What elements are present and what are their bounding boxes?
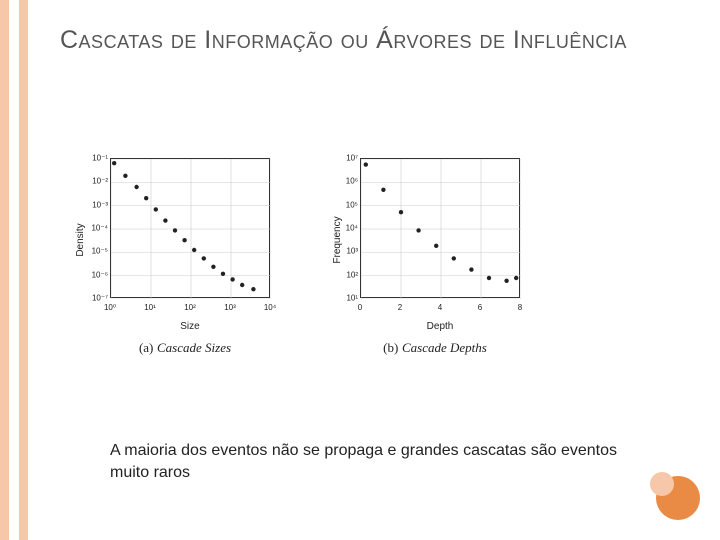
chart-b-block: Frequency 10¹10²10³10⁴10⁵10⁶10⁷ 02468 De… bbox=[320, 150, 530, 356]
xtick: 10² bbox=[184, 303, 196, 312]
chart-a-block: Density 10⁻⁷10⁻⁶10⁻⁵10⁻⁴10⁻³10⁻²10⁻¹ 10⁰… bbox=[70, 150, 280, 356]
chart-a-caption-text: Cascade Sizes bbox=[157, 340, 231, 355]
ytick: 10⁴ bbox=[320, 224, 358, 233]
ytick: 10⁻² bbox=[70, 177, 108, 186]
circle-small-icon bbox=[650, 472, 674, 496]
chart-a-plot: Density 10⁻⁷10⁻⁶10⁻⁵10⁻⁴10⁻³10⁻²10⁻¹ 10⁰… bbox=[70, 150, 280, 330]
xtick: 10³ bbox=[224, 303, 236, 312]
ytick: 10⁻⁷ bbox=[70, 294, 108, 303]
chart-b-svg bbox=[361, 159, 521, 299]
ytick: 10⁻⁴ bbox=[70, 224, 108, 233]
ytick: 10⁻³ bbox=[70, 200, 108, 209]
xtick: 10⁰ bbox=[104, 303, 116, 312]
charts-row: Density 10⁻⁷10⁻⁶10⁻⁵10⁻⁴10⁻³10⁻²10⁻¹ 10⁰… bbox=[70, 150, 530, 356]
chart-b-area bbox=[360, 158, 520, 298]
xtick: 2 bbox=[398, 303, 402, 312]
body-text: A maioria dos eventos não se propaga e g… bbox=[110, 440, 630, 483]
corner-circles bbox=[646, 466, 700, 520]
chart-b-plot: Frequency 10¹10²10³10⁴10⁵10⁶10⁷ 02468 De… bbox=[320, 150, 530, 330]
xtick: 6 bbox=[478, 303, 482, 312]
ytick: 10⁵ bbox=[320, 200, 358, 209]
chart-b-caption: (b) Cascade Depths bbox=[383, 340, 487, 356]
chart-a-area bbox=[110, 158, 270, 298]
chart-b-caption-label: (b) bbox=[383, 340, 398, 355]
ytick: 10¹ bbox=[320, 294, 358, 303]
xtick: 4 bbox=[438, 303, 442, 312]
ytick: 10⁶ bbox=[320, 177, 358, 186]
chart-a-caption: (a) Cascade Sizes bbox=[139, 340, 231, 356]
ytick: 10⁻¹ bbox=[70, 154, 108, 163]
chart-b-xlabel: Depth bbox=[360, 321, 520, 332]
decorative-left-stripe bbox=[0, 0, 28, 540]
ytick: 10² bbox=[320, 270, 358, 279]
ytick: 10³ bbox=[320, 247, 358, 256]
ytick: 10⁻⁶ bbox=[70, 270, 108, 279]
ytick: 10⁷ bbox=[320, 154, 358, 163]
xtick: 8 bbox=[518, 303, 522, 312]
chart-a-xlabel: Size bbox=[110, 321, 270, 332]
page-title: Cascatas de Informação ou Árvores de Inf… bbox=[60, 24, 690, 57]
chart-a-svg bbox=[111, 159, 271, 299]
chart-b-caption-text: Cascade Depths bbox=[402, 340, 487, 355]
ytick: 10⁻⁵ bbox=[70, 247, 108, 256]
xtick: 10⁴ bbox=[264, 303, 276, 312]
chart-a-caption-label: (a) bbox=[139, 340, 153, 355]
xtick: 0 bbox=[358, 303, 362, 312]
xtick: 10¹ bbox=[144, 303, 156, 312]
